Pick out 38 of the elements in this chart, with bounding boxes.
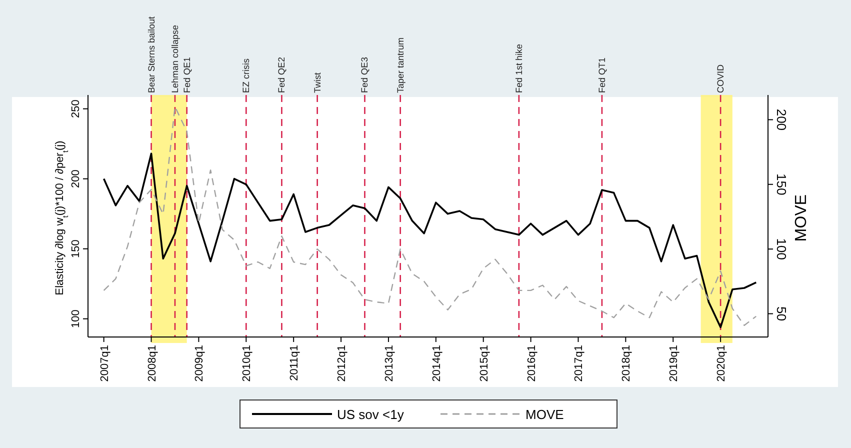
y-tick-label: 150	[70, 240, 82, 258]
line-series	[102, 152, 758, 328]
legend-label: US sov <1y	[337, 407, 404, 422]
ref-line-label: Lehman collapse	[170, 24, 180, 93]
y2-axis-title: MOVE	[793, 194, 810, 242]
x-tick-label: 2010q1	[241, 345, 254, 382]
ref-line-label: Fed 1st hike	[514, 44, 524, 93]
y2-tick-label: 50	[774, 306, 789, 321]
ref-line-label: Fed QE2	[276, 56, 287, 93]
y2-tick-label: 150	[774, 174, 789, 196]
ref-line-label: Fed QE1	[182, 56, 192, 93]
ref-line-label: COVID	[716, 64, 726, 93]
y2-tick-label: 100	[774, 238, 789, 260]
x-tick-label: 2018q1	[620, 345, 633, 382]
x-tick-label: 2014q1	[430, 345, 443, 382]
x-tick-label: 2008q1	[146, 345, 158, 382]
x-tick-label: 2007q1	[98, 345, 111, 382]
y-tick-label: 200	[70, 170, 82, 188]
x-tick-label: 2017q1	[573, 345, 586, 382]
y-tick-label: 250	[70, 100, 82, 118]
ref-line-label: Taper tantrum	[395, 37, 406, 93]
x-tick-label: 2020q1	[716, 345, 728, 382]
x-tick-label: 2019q1	[668, 345, 680, 382]
y-tick-label: 100	[70, 310, 82, 328]
legend-label: MOVE	[526, 407, 564, 422]
ref-line-label: Bear Sterns bailout	[146, 16, 156, 93]
x-tick-label: 2011q1	[288, 345, 301, 381]
ref-line-label: Fed QE3	[360, 56, 370, 93]
x-tick-label: 2015q1	[478, 345, 490, 382]
x-tick-label: 2012q1	[336, 345, 348, 382]
x-tick-label: 2009q1	[194, 345, 206, 382]
y2-tick-label: 200	[774, 108, 789, 131]
ref-line-label: EZ crisis	[241, 58, 252, 93]
ref-line-label: Twist	[312, 72, 322, 93]
ref-line-label: Fed QT1	[596, 57, 607, 93]
line-series	[103, 106, 757, 326]
x-tick-label: 2013q1	[383, 345, 396, 382]
x-tick-label: 2016q1	[526, 345, 538, 382]
